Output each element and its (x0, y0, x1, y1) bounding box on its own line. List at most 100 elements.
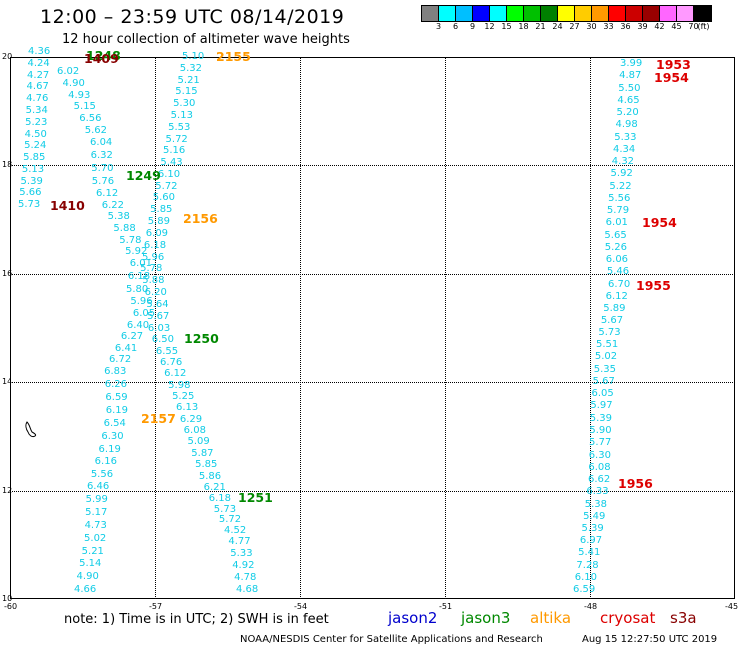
wave-height-value: 4.78 (234, 572, 257, 584)
pass-time-label: 1954 (642, 215, 677, 230)
wave-height-value: 5.70 (91, 162, 114, 174)
wave-height-value: 5.13 (170, 110, 193, 122)
pass-time-label: 2157 (141, 411, 176, 426)
wave-height-value: 5.15 (175, 86, 198, 98)
legend-swatch (558, 6, 575, 21)
wave-height-value: 5.96 (141, 251, 165, 263)
wave-height-value: 4.87 (619, 70, 642, 82)
page-title: 12:00 – 23:59 UTC 08/14/2019 (40, 6, 345, 28)
wave-height-value: 5.41 (578, 547, 601, 559)
legend-label: 21 (535, 22, 546, 31)
legend-swatch (456, 6, 473, 21)
wave-height-value: 5.46 (606, 266, 630, 278)
wave-height-value: 5.23 (25, 116, 48, 128)
wave-height-value: 5.35 (593, 363, 616, 375)
wave-height-value: 5.09 (187, 436, 210, 448)
wave-height-value: 5.97 (590, 400, 613, 412)
legend-swatch (575, 6, 592, 21)
map-plot-area (10, 57, 735, 599)
wave-height-value: 5.72 (218, 514, 242, 526)
legend-label: 9 (469, 22, 476, 31)
wave-height-value: 4.52 (223, 525, 247, 537)
wave-height-value: 5.51 (595, 339, 619, 351)
wave-height-value: 6.33 (586, 486, 609, 498)
wave-height-value: 6.19 (98, 443, 121, 455)
legend-label: 12 (484, 22, 495, 31)
wave-height-value: 5.14 (79, 558, 102, 570)
wave-height-value: 5.86 (198, 470, 222, 482)
wave-height-value: 4.67 (26, 81, 49, 93)
wave-height-value: 5.17 (85, 506, 108, 518)
legend-swatch (541, 6, 558, 21)
wave-height-value: 4.93 (68, 89, 91, 101)
wave-height-value: 4.77 (228, 536, 251, 548)
x-tick-label: -51 (439, 602, 453, 611)
wave-height-value: 4.73 (84, 519, 107, 531)
pass-time-label: 2156 (183, 211, 218, 226)
wave-height-value: 5.66 (19, 187, 42, 199)
wave-height-value: 4.92 (232, 560, 255, 572)
wave-height-value: 4.36 (28, 46, 51, 57)
x-tick-label: -45 (725, 602, 739, 611)
wave-height-value: 5.26 (604, 241, 627, 253)
x-tick-label: -57 (149, 602, 163, 611)
y-tick-label: 12 (2, 485, 13, 495)
wave-height-value: 5.15 (73, 101, 96, 113)
wave-height-value: 5.72 (165, 133, 188, 145)
wave-height-value: 6.30 (101, 430, 124, 442)
wave-height-value: 6.04 (90, 136, 113, 148)
wave-height-value: 4.27 (27, 69, 50, 81)
pass-time-label: 1954 (654, 70, 689, 85)
legend-label: 39 (637, 22, 648, 31)
wave-height-value: 6.97 (579, 535, 603, 547)
wave-height-value: 4.68 (236, 584, 259, 595)
wave-height-value: 6.18 (143, 239, 167, 251)
wave-height-value: 6.05 (132, 308, 156, 320)
grid-line-lon (155, 57, 156, 599)
wave-height-value: 5.25 (172, 390, 195, 402)
legend-swatch (694, 6, 711, 21)
wave-height-value: 5.99 (85, 493, 108, 505)
wave-height-value: 6.29 (179, 413, 203, 425)
wave-height-value: 6.22 (101, 199, 125, 211)
y-tick-label: 14 (2, 377, 13, 387)
pass-time-label: 1250 (184, 331, 219, 346)
wave-height-value: 5.39 (589, 412, 613, 424)
wave-height-value: 5.65 (604, 229, 627, 241)
wave-height-value: 6.08 (588, 461, 611, 473)
y-tick-label: 10 (2, 594, 13, 603)
legend-label: 15 (501, 22, 512, 31)
wave-height-value: 4.32 (611, 156, 635, 168)
wave-height-value: 5.20 (616, 107, 639, 119)
x-tick-label: -54 (294, 602, 308, 611)
wave-height-value: 6.40 (126, 319, 150, 331)
legend-swatch (422, 6, 439, 21)
island-outline-icon (25, 421, 37, 438)
wave-height-value: 6.03 (147, 322, 171, 334)
wave-height-value: 5.38 (107, 211, 130, 223)
wave-height-value: 5.73 (598, 327, 621, 338)
legend-swatch (439, 6, 456, 21)
satellite-name-altika: altika (530, 609, 572, 627)
wave-height-value: 6.01 (605, 217, 628, 229)
legend-swatch (643, 6, 660, 21)
wave-height-value: 5.88 (142, 275, 165, 287)
wave-height-value: 6.59 (105, 392, 128, 404)
wave-height-value: 6.09 (145, 227, 169, 239)
wave-height-value: 5.73 (213, 503, 237, 515)
wave-height-value: 6.72 (108, 354, 132, 366)
pass-time-label: 1956 (618, 476, 653, 491)
legend-swatch (507, 6, 524, 21)
wave-height-value: 5.53 (168, 121, 191, 133)
wave-height-value: 5.78 (140, 263, 163, 275)
footer-timestamp: Aug 15 12:27:50 UTC 2019 (582, 634, 718, 645)
wave-height-value: 6.56 (79, 113, 102, 125)
wave-height-value: 5.21 (177, 74, 200, 86)
wave-height-value: 5.49 (583, 510, 606, 522)
wave-height-value: 5.32 (179, 62, 203, 74)
x-tick-label: -60 (4, 602, 18, 611)
wave-height-value: 6.20 (144, 287, 167, 298)
wave-height-value: 6.26 (104, 379, 128, 391)
wave-height-value: 6.59 (573, 584, 596, 595)
